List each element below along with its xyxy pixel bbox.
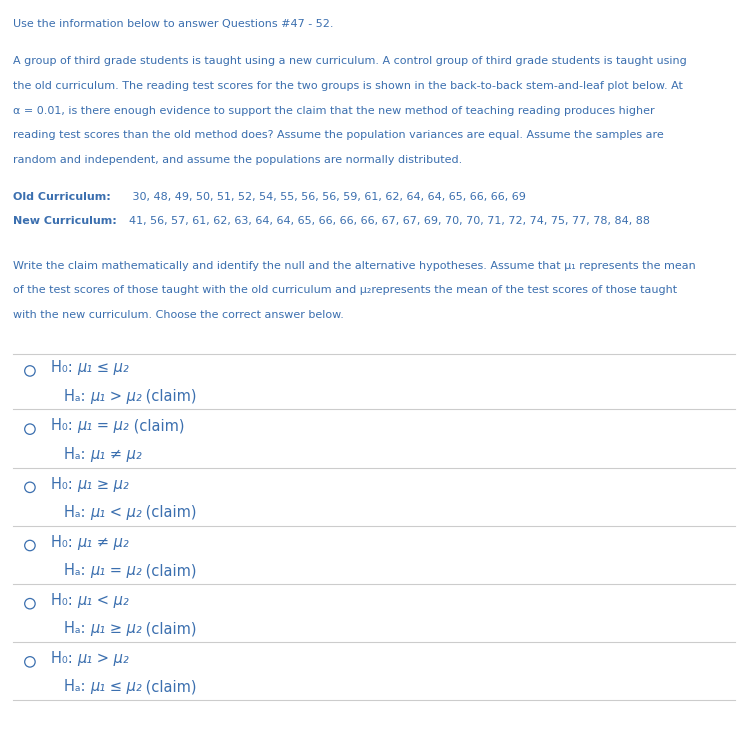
Text: Hₐ:: Hₐ:: [64, 447, 90, 462]
Text: μ₁ = μ₂: μ₁ = μ₂: [90, 563, 141, 578]
Text: reading test scores than the old method does? Assume the population variances ar: reading test scores than the old method …: [13, 130, 664, 140]
Circle shape: [25, 482, 35, 492]
Text: α = 0.01, is there enough evidence to support the claim that the new method of t: α = 0.01, is there enough evidence to su…: [13, 106, 655, 116]
Text: μ₁ ≠ μ₂: μ₁ ≠ μ₂: [77, 535, 129, 550]
Text: H₀:: H₀:: [51, 477, 77, 492]
Text: μ₁ = μ₂: μ₁ = μ₂: [77, 419, 129, 433]
Text: 41, 56, 57, 61, 62, 63, 64, 64, 65, 66, 66, 66, 67, 67, 69, 70, 70, 71, 72, 74, : 41, 56, 57, 61, 62, 63, 64, 64, 65, 66, …: [122, 216, 650, 226]
Text: Hₐ:: Hₐ:: [64, 389, 90, 404]
Text: Hₐ:: Hₐ:: [64, 621, 90, 636]
Text: Use the information below to answer Questions #47 - 52.: Use the information below to answer Ques…: [13, 19, 334, 29]
Text: μ₁ < μ₂: μ₁ < μ₂: [90, 505, 141, 520]
Text: random and independent, and assume the populations are normally distributed.: random and independent, and assume the p…: [13, 155, 463, 165]
Text: Hₐ:: Hₐ:: [64, 505, 90, 520]
Text: μ₁ ≤ μ₂: μ₁ ≤ μ₂: [90, 680, 141, 695]
Circle shape: [25, 540, 35, 551]
Circle shape: [25, 656, 35, 667]
Text: μ₁ ≤ μ₂: μ₁ ≤ μ₂: [77, 360, 129, 375]
Text: 30, 48, 49, 50, 51, 52, 54, 55, 56, 56, 59, 61, 62, 64, 64, 65, 66, 66, 69: 30, 48, 49, 50, 51, 52, 54, 55, 56, 56, …: [122, 192, 526, 201]
Text: of the test scores of those taught with the old curriculum and μ₂represents the : of the test scores of those taught with …: [13, 285, 678, 295]
Text: μ₁ < μ₂: μ₁ < μ₂: [77, 593, 129, 608]
Text: Hₐ:: Hₐ:: [64, 680, 90, 695]
Circle shape: [25, 366, 35, 376]
Text: Hₐ:: Hₐ:: [64, 563, 90, 578]
Text: μ₁ ≠ μ₂: μ₁ ≠ μ₂: [90, 447, 141, 462]
Text: Old Curriculum:: Old Curriculum:: [13, 192, 111, 201]
Text: the old curriculum. The reading test scores for the two groups is shown in the b: the old curriculum. The reading test sco…: [13, 81, 684, 91]
Text: μ₁ ≥ μ₂: μ₁ ≥ μ₂: [90, 621, 141, 636]
Text: Write the claim mathematically and identify the null and the alternative hypothe: Write the claim mathematically and ident…: [13, 260, 696, 271]
Circle shape: [25, 598, 35, 609]
Text: μ₁ > μ₂: μ₁ > μ₂: [90, 389, 141, 404]
Text: New Curriculum:: New Curriculum:: [13, 216, 117, 226]
Circle shape: [25, 424, 35, 434]
Text: (claim): (claim): [141, 563, 197, 578]
Text: H₀:: H₀:: [51, 535, 77, 550]
Text: μ₁ ≥ μ₂: μ₁ ≥ μ₂: [77, 477, 129, 492]
Text: H₀:: H₀:: [51, 419, 77, 433]
Text: μ₁ > μ₂: μ₁ > μ₂: [77, 651, 129, 666]
Text: (claim): (claim): [141, 389, 197, 404]
Text: (claim): (claim): [141, 505, 197, 520]
Text: H₀:: H₀:: [51, 593, 77, 608]
Text: with the new curriculum. Choose the correct answer below.: with the new curriculum. Choose the corr…: [13, 310, 344, 320]
Text: (claim): (claim): [141, 621, 197, 636]
Text: A group of third grade students is taught using a new curriculum. A control grou: A group of third grade students is taugh…: [13, 56, 687, 66]
Text: (claim): (claim): [129, 419, 185, 433]
Text: H₀:: H₀:: [51, 360, 77, 375]
Text: H₀:: H₀:: [51, 651, 77, 666]
Text: (claim): (claim): [141, 680, 197, 695]
